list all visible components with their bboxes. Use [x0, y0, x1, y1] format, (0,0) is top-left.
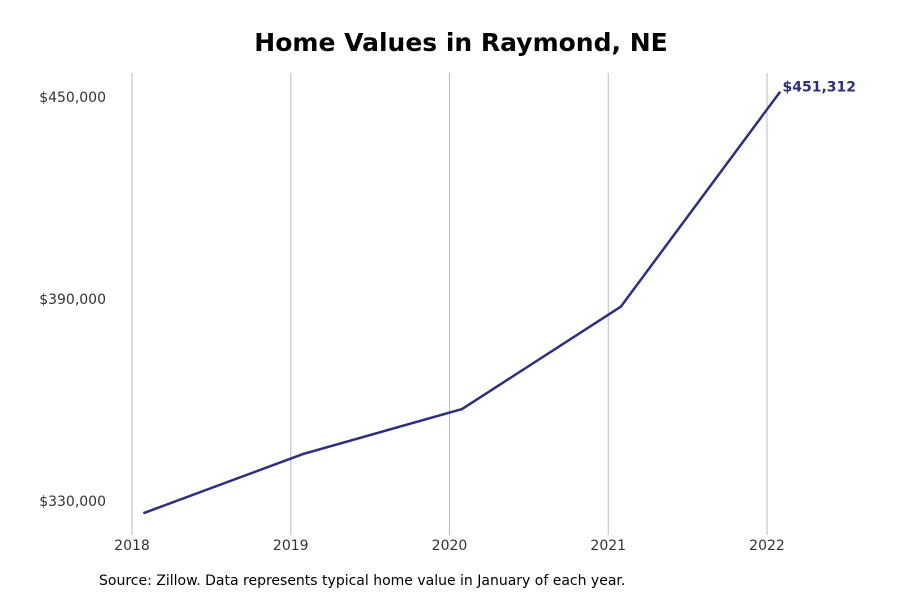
series-line	[143, 91, 781, 515]
y-tick-label: $390,000	[39, 292, 106, 308]
x-tick-label: 2018	[114, 538, 150, 554]
y-axis-ticks: $330,000 $390,000 $450,000	[39, 90, 106, 510]
y-tick-label: $450,000	[39, 90, 106, 106]
data-point-2021	[619, 305, 622, 308]
end-value-label: $451,312	[783, 80, 857, 96]
data-point-2019	[302, 452, 305, 456]
y-tick-label: $330,000	[39, 494, 106, 510]
gridlines	[131, 73, 768, 535]
x-tick-label: 2021	[590, 538, 626, 554]
data-point-2018	[143, 511, 146, 515]
data-point-2022	[778, 91, 781, 94]
x-tick-label: 2022	[749, 538, 785, 554]
x-tick-label: 2020	[432, 538, 468, 554]
source-note: Source: Zillow. Data represents typical …	[99, 573, 626, 589]
x-axis-ticks: 2018 2019 2020 2021 2022	[114, 538, 785, 554]
x-tick-label: 2019	[273, 538, 309, 554]
series-layer: $451,312	[143, 80, 857, 515]
chart-title: Home Values in Raymond, NE	[254, 28, 667, 57]
data-point-2020	[460, 407, 464, 411]
